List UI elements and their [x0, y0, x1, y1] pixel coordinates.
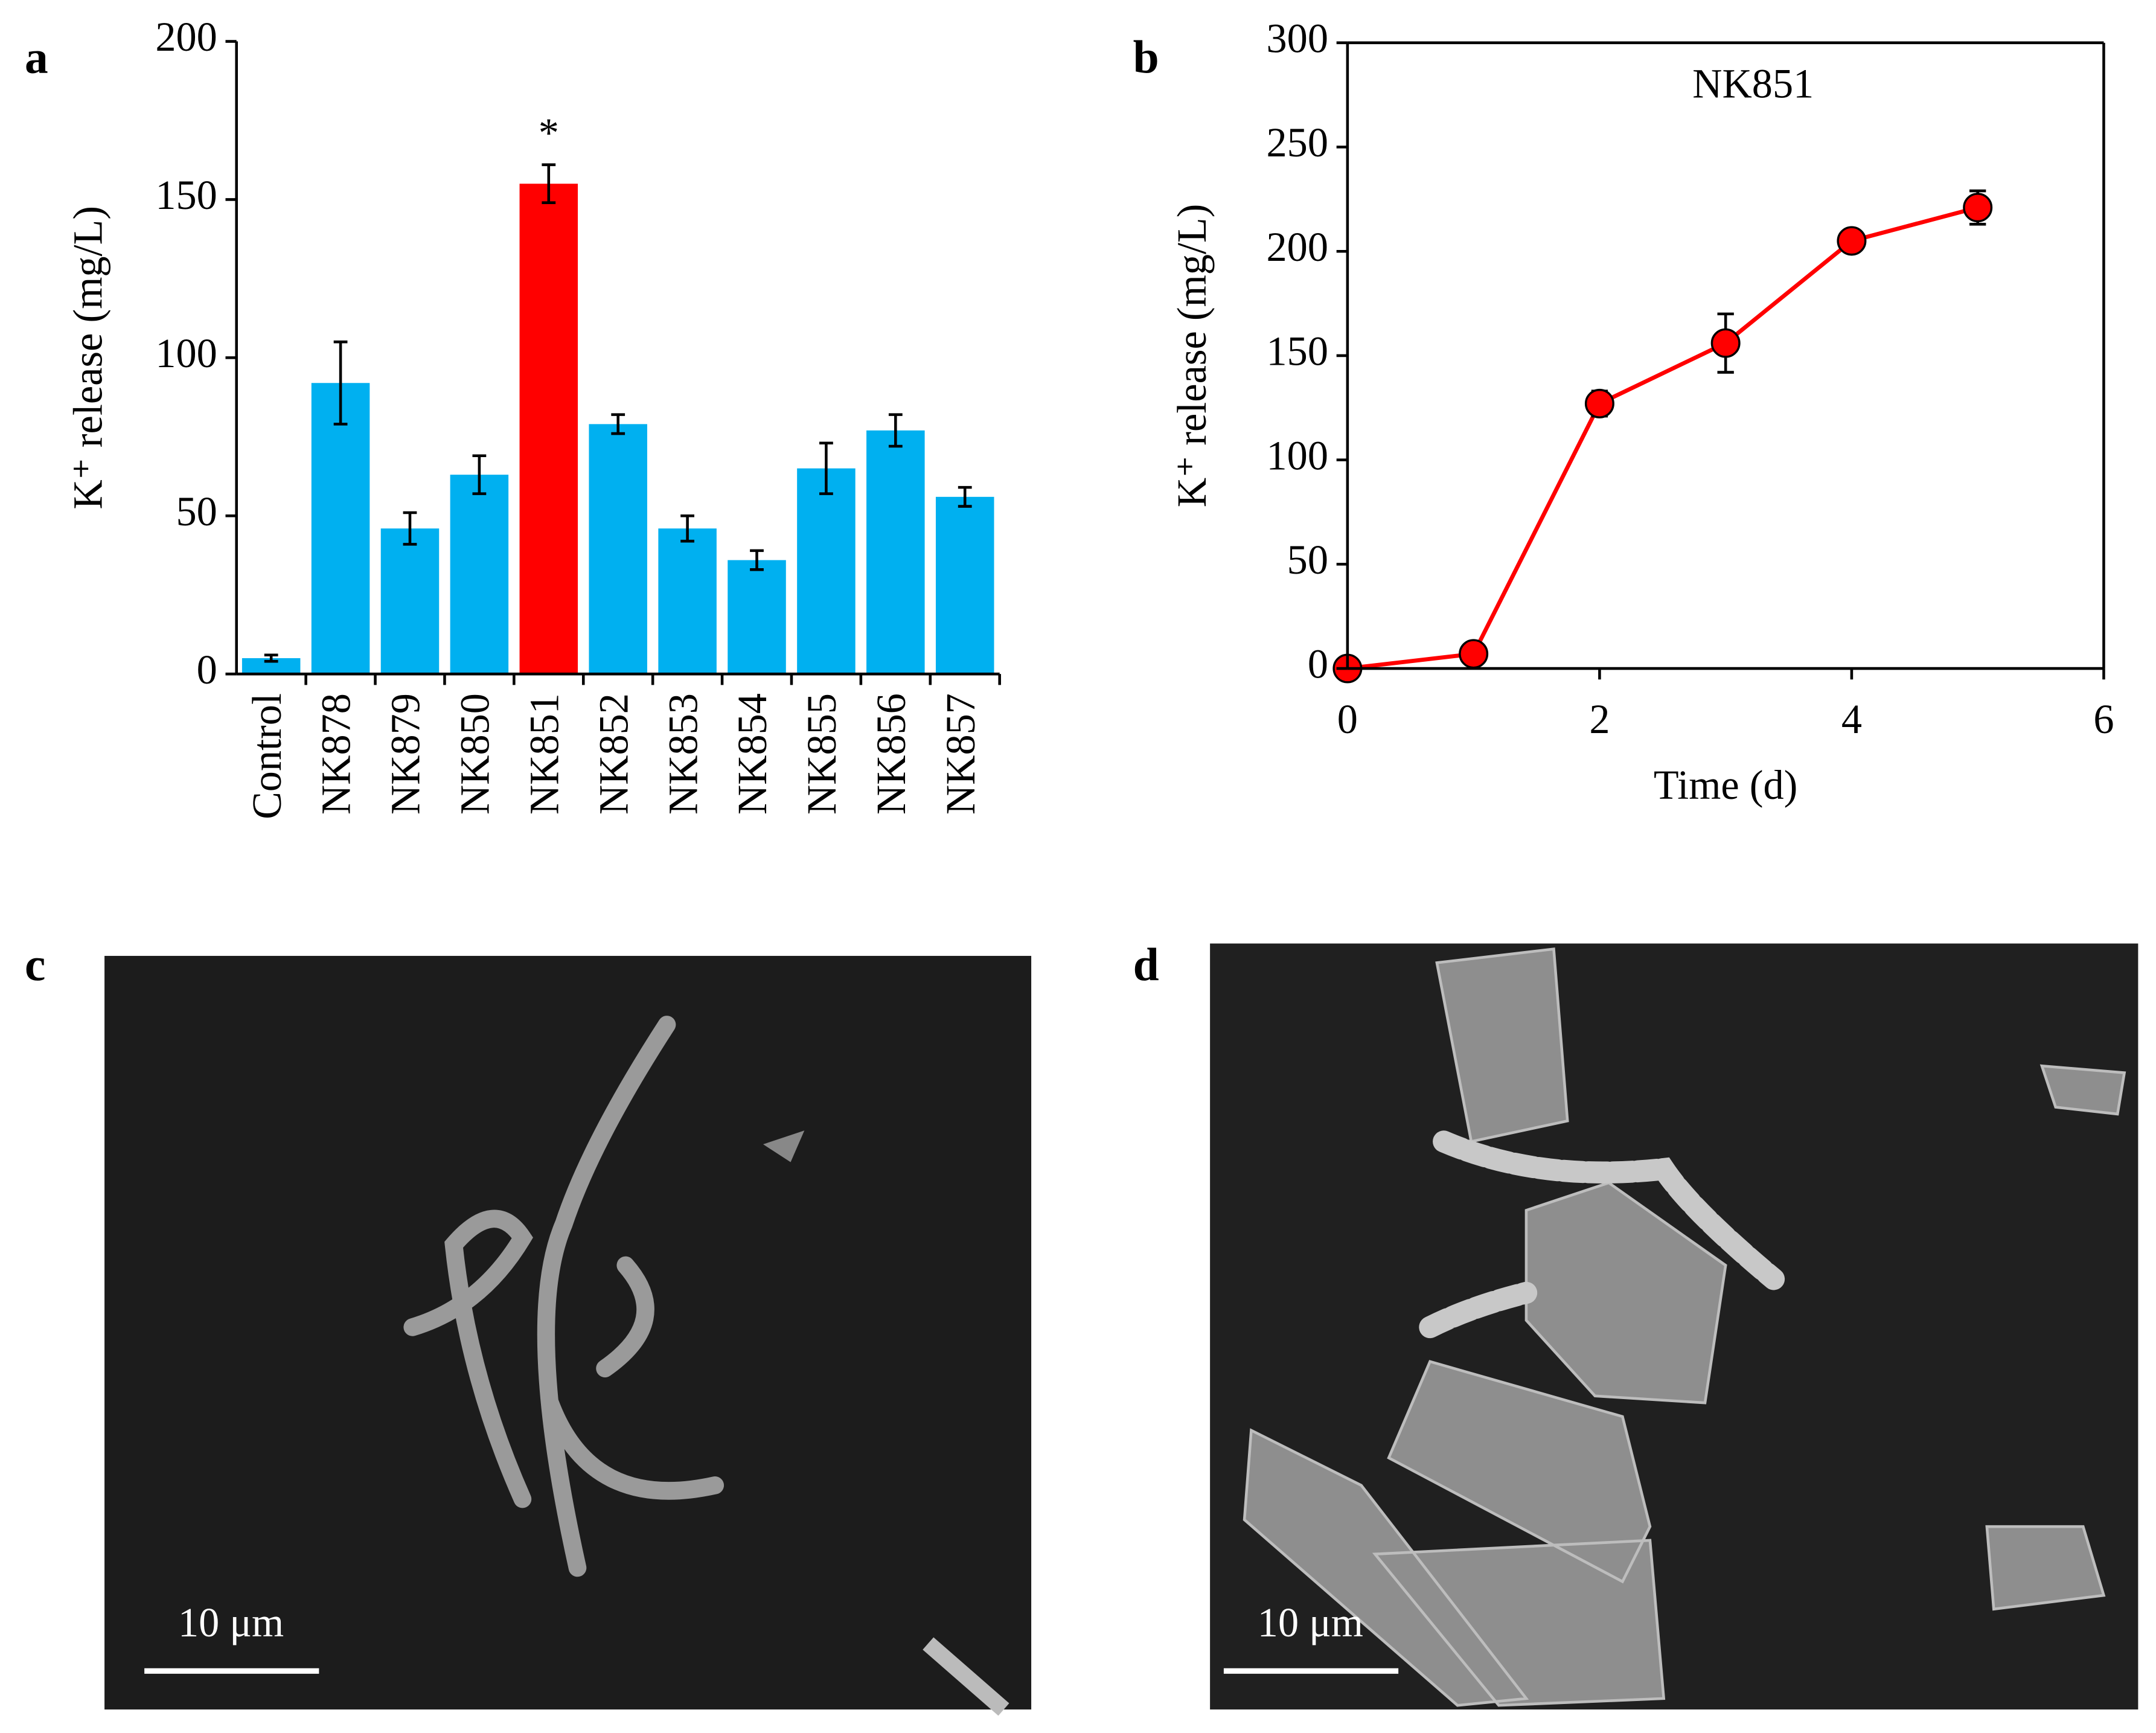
x-tick-label: NK879: [383, 693, 429, 815]
bar: [589, 424, 647, 674]
y-tick-label: 300: [1267, 15, 1328, 61]
bar: [797, 468, 856, 674]
error-bar: [680, 514, 694, 543]
y-tick-label: 200: [155, 14, 217, 60]
x-tick-label: Control: [244, 693, 290, 819]
error-bar: [403, 511, 417, 546]
particle: [763, 1130, 805, 1162]
data-point: [1459, 639, 1489, 669]
scale-bar-label: 10 μm: [1258, 1600, 1363, 1645]
micrograph-c: [104, 956, 1032, 1716]
bacteria: [1419, 1130, 1785, 1339]
error-bar: [264, 653, 278, 663]
data-point: [1584, 388, 1614, 418]
micrograph-d: [1210, 943, 2138, 1710]
bar: [658, 528, 717, 674]
bar: [450, 475, 509, 674]
sem-image: [104, 956, 1032, 1710]
error-bar: [472, 454, 487, 495]
bar: [935, 496, 994, 674]
y-tick-label: 150: [155, 172, 217, 218]
x-tick-label: NK878: [313, 693, 359, 815]
x-tick-label: NK853: [660, 693, 706, 815]
y-tick-label: 0: [1308, 641, 1328, 687]
error-bar: [333, 340, 348, 426]
y-axis-label: K⁺ release (mg/L): [1169, 204, 1215, 508]
x-tick-label: NK857: [938, 693, 984, 815]
data-line: [1347, 205, 1978, 671]
y-tick-label: 150: [1267, 328, 1328, 374]
y-tick-label: 100: [155, 330, 217, 376]
x-tick-label: 0: [1337, 696, 1358, 742]
y-tick-label: 50: [1287, 537, 1328, 583]
error-bar: [819, 441, 833, 495]
y-tick-label: 100: [1267, 432, 1328, 478]
x-tick-label: NK851: [521, 693, 567, 815]
bar: [380, 528, 440, 674]
panel-label: d: [1133, 939, 1159, 991]
x-tick-label: NK854: [729, 693, 775, 815]
x-axis-label: Time (d): [1654, 762, 1798, 808]
panel-label: c: [25, 939, 45, 991]
x-tick-label: NK852: [590, 693, 636, 815]
data-point: [1837, 226, 1867, 256]
x-tick-label: NK850: [452, 693, 498, 815]
x-tick-label: 6: [2093, 696, 2114, 742]
bar: [728, 560, 786, 674]
y-tick-label: 0: [197, 647, 217, 693]
bacteria: [923, 1637, 1009, 1716]
x-tick-label: 4: [1841, 696, 1862, 742]
x-tick-label: NK856: [868, 693, 914, 815]
error-bar: [750, 549, 764, 571]
y-tick-label: 50: [176, 489, 217, 534]
panel-label: b: [1133, 31, 1159, 83]
chart-title: NK851: [1692, 61, 1814, 107]
error-bar: [542, 163, 556, 204]
error-bar: [958, 485, 972, 508]
mineral: [1243, 947, 2126, 1707]
error-bar: [888, 413, 903, 448]
x-tick-label: 2: [1589, 696, 1610, 742]
data-point: [1963, 193, 1993, 223]
y-tick-label: 250: [1267, 120, 1328, 165]
bar: [311, 383, 370, 674]
bar: [866, 430, 925, 674]
error-bar: [611, 413, 625, 435]
data-point: [1710, 328, 1741, 358]
y-axis-label: K⁺ release (mg/L): [65, 206, 110, 510]
scale-bar-label: 10 μm: [178, 1600, 284, 1645]
panel-label: a: [25, 31, 48, 83]
bar: [519, 184, 578, 674]
y-tick-label: 200: [1267, 224, 1328, 270]
annotation: *: [539, 110, 559, 156]
bacteria: [403, 1016, 725, 1577]
x-tick-label: NK855: [799, 693, 845, 815]
